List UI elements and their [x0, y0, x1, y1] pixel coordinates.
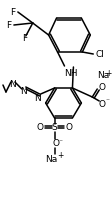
Text: ⁻: ⁻ [59, 137, 62, 146]
Text: Cl: Cl [96, 49, 105, 59]
Text: NH: NH [64, 69, 77, 77]
Text: O: O [66, 123, 73, 131]
Text: F: F [10, 7, 15, 16]
Text: Na: Na [45, 154, 58, 164]
Text: N: N [34, 94, 41, 103]
Text: O: O [99, 99, 106, 109]
Text: Na: Na [97, 71, 109, 81]
Text: ⁻: ⁻ [105, 96, 109, 105]
Text: N: N [20, 87, 27, 96]
Text: +: + [105, 69, 111, 77]
Text: N: N [10, 80, 16, 89]
Text: +: + [57, 151, 64, 160]
Text: S: S [52, 124, 57, 132]
Text: O: O [36, 123, 43, 131]
Text: O: O [99, 82, 106, 91]
Text: O: O [52, 139, 59, 149]
Text: F: F [6, 21, 11, 29]
Text: F: F [22, 34, 27, 42]
